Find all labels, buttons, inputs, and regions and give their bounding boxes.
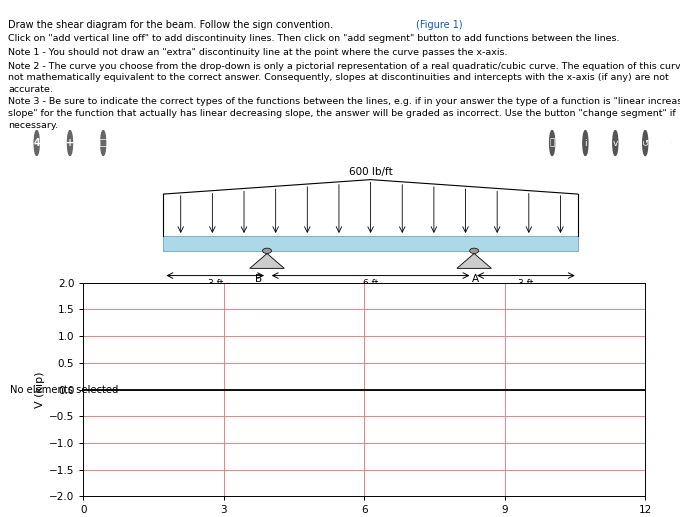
Text: No elements selected: No elements selected bbox=[10, 385, 118, 394]
Text: 3 ft: 3 ft bbox=[207, 279, 223, 288]
Text: Note 2 - The curve you choose from the drop-down is only a pictorial representat: Note 2 - The curve you choose from the d… bbox=[8, 62, 680, 70]
Circle shape bbox=[613, 131, 618, 156]
Text: Draw the shear diagram for the beam. Follow the sign convention.: Draw the shear diagram for the beam. Fol… bbox=[8, 20, 337, 29]
Text: 600 lb/ft: 600 lb/ft bbox=[349, 166, 392, 176]
Text: accurate.: accurate. bbox=[8, 85, 53, 94]
Text: ↺: ↺ bbox=[641, 139, 649, 147]
Text: (Figure 1): (Figure 1) bbox=[416, 20, 463, 29]
Text: i: i bbox=[584, 139, 587, 147]
Circle shape bbox=[583, 131, 588, 156]
Text: B: B bbox=[255, 273, 262, 283]
Text: +: + bbox=[66, 138, 74, 148]
Text: slope" for the function that actually has linear decreasing slope, the answer wi: slope" for the function that actually ha… bbox=[8, 109, 676, 118]
Polygon shape bbox=[250, 253, 284, 268]
Circle shape bbox=[34, 131, 39, 156]
Text: 4: 4 bbox=[33, 138, 40, 148]
Text: Click on "add vertical line off" to add discontinuity lines. Then click on "add : Click on "add vertical line off" to add … bbox=[8, 34, 619, 42]
Bar bbox=[163, 236, 578, 251]
Text: Note 1 - You should not draw an "extra" discontinuity line at the point where th: Note 1 - You should not draw an "extra" … bbox=[8, 48, 508, 56]
Text: ?: ? bbox=[673, 139, 677, 147]
Text: Note 3 - Be sure to indicate the correct types of the functions between the line: Note 3 - Be sure to indicate the correct… bbox=[8, 97, 680, 106]
Circle shape bbox=[101, 131, 106, 156]
Text: 6 ft: 6 ft bbox=[363, 279, 378, 288]
Text: v: v bbox=[613, 139, 618, 147]
Circle shape bbox=[470, 248, 479, 253]
Circle shape bbox=[549, 131, 555, 156]
Circle shape bbox=[67, 131, 73, 156]
Text: A: A bbox=[473, 273, 479, 283]
Circle shape bbox=[262, 248, 271, 253]
Text: necessary.: necessary. bbox=[8, 121, 58, 130]
Text: 3 ft: 3 ft bbox=[518, 279, 534, 288]
Text: not mathematically equivalent to the correct answer. Consequently, slopes at dis: not mathematically equivalent to the cor… bbox=[8, 73, 669, 82]
Text: □: □ bbox=[99, 138, 108, 148]
Circle shape bbox=[673, 131, 678, 156]
Y-axis label: V (kip): V (kip) bbox=[35, 371, 45, 408]
Circle shape bbox=[643, 131, 648, 156]
Polygon shape bbox=[457, 253, 492, 268]
Text: ⭐: ⭐ bbox=[549, 139, 555, 147]
FancyBboxPatch shape bbox=[3, 125, 676, 514]
